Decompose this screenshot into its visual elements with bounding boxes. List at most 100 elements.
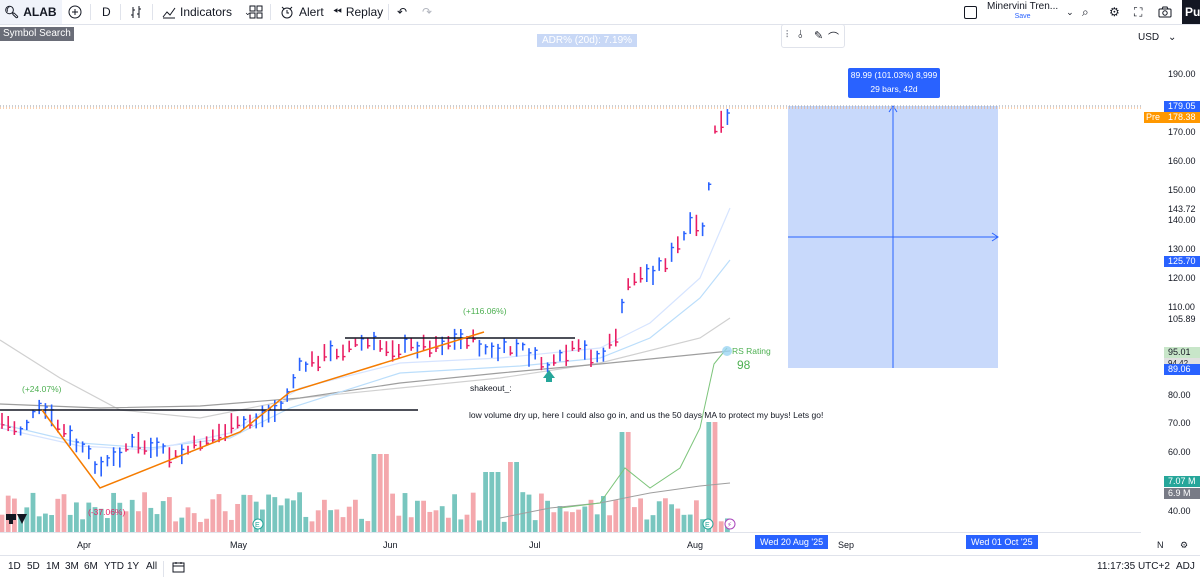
- rs-rating-value: 98: [737, 358, 751, 372]
- price-tick-label: 140.00: [1168, 215, 1196, 225]
- settings-button[interactable]: ⚙: [1109, 0, 1120, 24]
- volume-bar: [477, 520, 482, 532]
- fib-tool-icon[interactable]: ⫰: [798, 29, 803, 41]
- volume-bar: [539, 493, 544, 532]
- layout-name: Minervini Tren...: [987, 1, 1059, 12]
- time-axis[interactable]: [0, 532, 1141, 553]
- volume-bar: [663, 498, 668, 532]
- volume-bar: [129, 499, 135, 532]
- undo-icon: ↶: [397, 5, 408, 19]
- volume-bar: [247, 495, 253, 532]
- timezone-clock[interactable]: 11:17:35 UTC+2: [1097, 561, 1170, 572]
- volume-bar: [216, 494, 222, 532]
- snapshot-button[interactable]: [1158, 0, 1172, 24]
- axis-settings-icon[interactable]: ⚙: [1180, 540, 1189, 550]
- volume-bar: [185, 507, 191, 532]
- split-marker-aug[interactable]: ⚡: [724, 518, 736, 530]
- shakeout-label: shakeout_:: [470, 383, 512, 393]
- layout-grid-button[interactable]: [249, 0, 263, 24]
- price-chart[interactable]: E E ⚡: [0, 48, 1141, 532]
- price-tick-label: 60.00: [1168, 447, 1191, 457]
- price-tick-label: 190.00: [1168, 69, 1196, 79]
- chevron-down-icon[interactable]: ⌄: [1168, 32, 1177, 43]
- volume-bar: [340, 517, 346, 532]
- price-tick-label: 120.00: [1168, 273, 1196, 283]
- range-low-tag: 89.06: [1164, 364, 1200, 375]
- time-label-apr: Apr: [77, 540, 92, 550]
- volume-bar: [117, 502, 123, 532]
- volume-bar: [334, 509, 340, 532]
- volume-bar: [526, 494, 532, 532]
- alert-label: Alert: [299, 5, 324, 19]
- time-label-jun: Jun: [383, 540, 398, 550]
- camera-icon: [1158, 6, 1172, 18]
- volume-bar: [204, 518, 209, 532]
- volume-bar: [377, 454, 383, 532]
- earnings-marker-aug[interactable]: E: [702, 518, 714, 530]
- volume-bar: [191, 513, 197, 532]
- range-1y[interactable]: 1Y: [127, 561, 140, 572]
- trend-line[interactable]: [41, 331, 485, 489]
- layout-menu-button[interactable]: Minervini Tren... Save ⌄: [964, 0, 1074, 24]
- volume-bar: [297, 492, 302, 532]
- range-ytd[interactable]: YTD: [104, 561, 124, 572]
- time-label-may: May: [230, 540, 248, 550]
- quick-search-button[interactable]: ⌕: [1082, 0, 1089, 24]
- price-axis[interactable]: [1141, 48, 1200, 532]
- interval-button[interactable]: D: [102, 5, 111, 19]
- volume-bar: [433, 510, 439, 532]
- price-tick-label: 110.00: [1168, 302, 1195, 312]
- volume-bar: [328, 510, 333, 532]
- volume-bar: [557, 506, 563, 532]
- earnings-marker-may[interactable]: E: [252, 518, 264, 530]
- volume-bar: [718, 521, 724, 532]
- volume-bar: [359, 518, 364, 532]
- adjust-toggle[interactable]: ADJ: [1176, 561, 1195, 572]
- ma-150: [0, 350, 731, 409]
- volume-bar: [644, 519, 650, 532]
- range-6m[interactable]: 6M: [84, 561, 98, 572]
- drag-handle-icon[interactable]: ⠇: [785, 30, 793, 41]
- alert-button[interactable]: Alert: [280, 0, 324, 24]
- volume-bar: [18, 514, 23, 532]
- volume-bar: [427, 511, 433, 532]
- undo-button[interactable]: ↶: [397, 0, 407, 24]
- compare-symbol-button[interactable]: [68, 0, 82, 24]
- log-scale-toggle[interactable]: N: [1157, 540, 1164, 550]
- trade-note[interactable]: low volume dry up, here I could also go …: [469, 410, 824, 420]
- volume-bar: [656, 501, 662, 532]
- svg-text:⚡: ⚡: [727, 521, 732, 529]
- range-end-date-tag: Wed 01 Oct '25: [966, 535, 1038, 549]
- publish-button[interactable]: Pu: [1182, 0, 1200, 24]
- path-tool-icon[interactable]: ⌒: [828, 32, 839, 44]
- brush-tool-icon[interactable]: ✎: [814, 30, 824, 42]
- date-range-button[interactable]: [172, 561, 185, 576]
- volume-bar: [681, 514, 687, 532]
- indicators-button[interactable]: Indicators ⌄: [162, 0, 252, 24]
- time-label-aug: Aug: [687, 540, 704, 550]
- fullscreen-button[interactable]: ⛶: [1134, 0, 1142, 24]
- volume-bar: [508, 462, 513, 532]
- zoom-icon: ⌕: [1082, 4, 1089, 19]
- range-1d[interactable]: 1D: [8, 561, 21, 572]
- redo-button[interactable]: ↷: [422, 0, 432, 24]
- volume-bar: [55, 498, 61, 532]
- range-1m[interactable]: 1M: [46, 561, 60, 572]
- replay-button[interactable]: ⏪︎ Replay: [333, 0, 383, 24]
- volume-bar: [402, 493, 408, 532]
- volume-bar: [154, 514, 160, 532]
- volume-bar: [694, 500, 699, 532]
- symbol-search-button[interactable]: 🔍︎ ALAB: [0, 0, 62, 24]
- volume-bar: [241, 494, 247, 532]
- shakeout-marker[interactable]: [543, 370, 555, 378]
- volume-bar: [222, 511, 228, 532]
- range-all[interactable]: All: [146, 561, 158, 572]
- volume-bar: [92, 507, 98, 532]
- range-5d[interactable]: 5D: [27, 561, 40, 572]
- chart-type-button[interactable]: [130, 0, 144, 24]
- range-3m[interactable]: 3M: [65, 561, 79, 572]
- volume-bar: [675, 508, 681, 532]
- currency-label[interactable]: USD: [1138, 32, 1160, 43]
- gear-icon: ⚙: [1109, 5, 1120, 19]
- volume-bar: [464, 514, 470, 532]
